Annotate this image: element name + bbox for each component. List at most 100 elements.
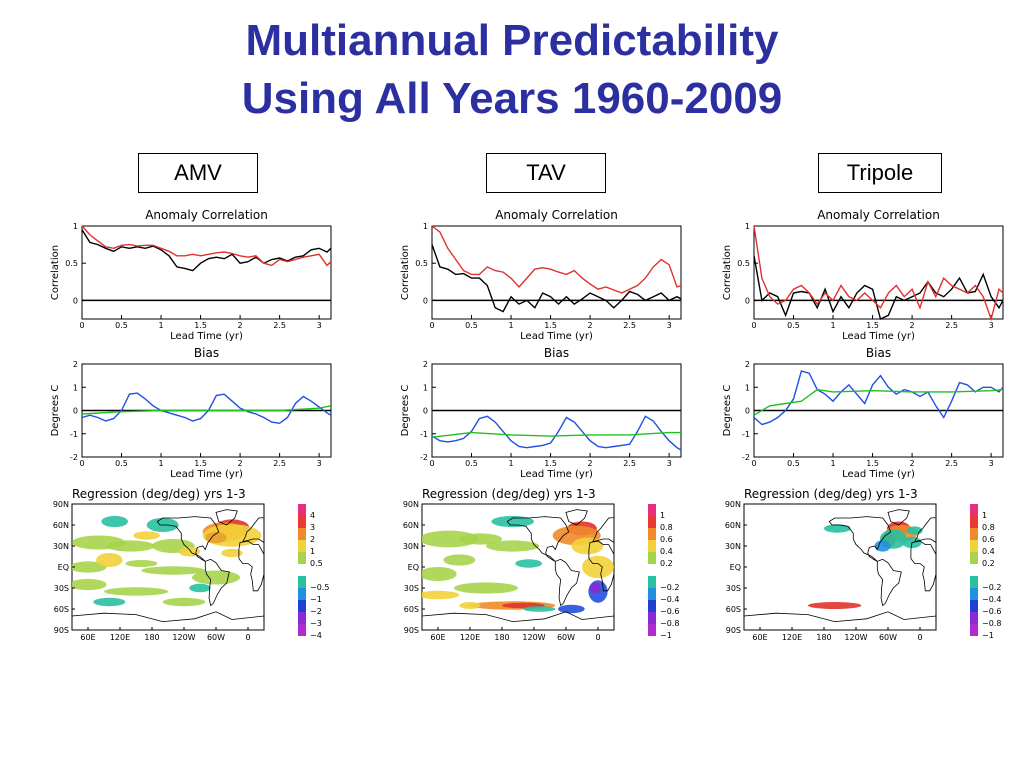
y-tick-label: 0	[423, 407, 428, 416]
lon-label: 120W	[522, 633, 545, 642]
anomaly-patch	[93, 597, 126, 607]
lon-label: 60W	[879, 633, 897, 642]
colorbar-swatch	[970, 540, 978, 552]
series-line-red	[431, 225, 682, 294]
colorbar-swatch	[298, 516, 306, 528]
map-field	[72, 509, 264, 630]
anomaly-patch	[192, 570, 240, 585]
colorbar-label: 0.5	[310, 559, 323, 568]
y-axis-label: Correlation	[722, 245, 733, 300]
lon-label: 120E	[110, 633, 130, 642]
tripole-bias-chart: Bias 0 0.5 1 1.5 2 2.5 3 2 1 0 -1 -2 Lead Time (yr) De…	[722, 346, 1004, 480]
map-title: Regression (deg/deg) yrs 1-3	[72, 487, 246, 501]
colorbar-swatch	[970, 588, 978, 600]
lat-label: EQ	[58, 563, 69, 572]
x-axis-label: Lead Time (yr)	[520, 469, 593, 480]
amv-bias-chart: Bias 0 0.5 1 1.5 2 2.5 3 2 1 0 -1 -2 Lead Time (yr) De…	[50, 346, 332, 480]
colorbar-swatch	[648, 588, 656, 600]
lon-label: 60W	[207, 633, 225, 642]
x-tick-label: 2.5	[273, 459, 286, 468]
coastline-samerica	[876, 558, 902, 607]
y-tick-label: 0	[745, 407, 750, 416]
colorbar-label: −0.4	[982, 595, 1001, 604]
x-tick-label: 1.5	[194, 459, 207, 468]
coastline-namerica	[156, 516, 220, 562]
y-tick-label: 1	[423, 383, 428, 392]
lon-label: 180	[494, 633, 509, 642]
x-axis-label: Lead Time (yr)	[170, 469, 243, 480]
colorbar-swatch	[648, 600, 656, 612]
y-tick-label: 2	[73, 360, 78, 369]
anomaly-patch	[486, 540, 540, 552]
chart-title: Bias	[544, 346, 569, 360]
lon-label: 60E	[430, 633, 445, 642]
anomaly-patch	[422, 530, 478, 548]
x-tick-label: 2	[910, 321, 915, 330]
lat-label: 30S	[726, 584, 741, 593]
y-tick-label: 1	[73, 222, 78, 231]
colorbar-swatch	[648, 576, 656, 588]
colorbar-label: 3	[310, 523, 315, 532]
lat-label: EQ	[408, 563, 419, 572]
amv-correlation-chart: Anomaly Correlation 0 0.5 1 1.5 2 2.5 3 1 0.5 0 Lea…	[50, 208, 332, 342]
coastline-namerica	[506, 516, 570, 562]
colorbar-swatch	[648, 540, 656, 552]
x-tick-label: 2.5	[623, 321, 636, 330]
coastline-antarctica	[72, 611, 264, 630]
lon-label: 120E	[460, 633, 480, 642]
colorbar-swatch	[298, 576, 306, 588]
x-tick-label: 3	[667, 321, 672, 330]
chart-title: Anomaly Correlation	[145, 208, 268, 222]
anomaly-patch	[808, 602, 862, 609]
x-tick-label: 0.5	[465, 459, 478, 468]
x-tick-label: 0.5	[465, 321, 478, 330]
anomaly-patch	[205, 532, 227, 544]
anomaly-patch	[422, 590, 460, 600]
anomaly-patch	[491, 515, 534, 528]
lat-label: 60N	[53, 521, 69, 530]
anomaly-patch	[590, 582, 601, 594]
anomaly-patch	[459, 533, 502, 545]
chart-title: Bias	[194, 346, 219, 360]
x-axis-label: Lead Time (yr)	[842, 469, 915, 480]
x-tick-label: 1	[159, 321, 164, 330]
colorbar-label: −1	[982, 631, 994, 640]
colorbar-swatch	[648, 516, 656, 528]
tav-correlation-chart: Anomaly Correlation 0 0.5 1 1.5 2 2.5 3 1 0.5 0 Lea…	[400, 208, 682, 342]
map-field	[422, 509, 614, 630]
colorbar-swatch	[970, 576, 978, 588]
x-tick-label: 3	[989, 321, 994, 330]
column-label-amv: AMV	[138, 153, 258, 193]
anomaly-patch	[824, 524, 851, 533]
colorbar-swatch	[648, 528, 656, 540]
y-axis-label: Correlation	[400, 245, 411, 300]
anomaly-patch	[133, 531, 160, 540]
coastline-africa	[910, 540, 936, 592]
y-tick-label: 2	[423, 360, 428, 369]
y-tick-label: -1	[420, 430, 428, 439]
y-tick-label: 0.5	[65, 259, 78, 268]
lon-label: 0	[917, 633, 922, 642]
lon-label: 180	[144, 633, 159, 642]
coastline-antarctica	[422, 611, 614, 630]
x-tick-label: 1	[509, 459, 514, 468]
lat-label: 90N	[725, 500, 741, 509]
x-tick-label: 2	[588, 321, 593, 330]
lat-label: 30N	[403, 542, 419, 551]
y-tick-label: 0.5	[737, 259, 750, 268]
x-tick-label: 2	[588, 459, 593, 468]
colorbar-label: −0.2	[982, 583, 1001, 592]
colorbar-label: −1	[310, 595, 322, 604]
colorbar-label: 1	[982, 511, 987, 520]
map-title: Regression (deg/deg) yrs 1-3	[744, 487, 918, 501]
column-label-tripole: Tripole	[818, 153, 942, 193]
lat-label: 60S	[54, 605, 69, 614]
slide-title-line1: Multiannual Predictability	[245, 16, 779, 65]
x-tick-label: 0	[429, 459, 434, 468]
anomaly-patch	[422, 567, 457, 581]
map-frame	[743, 503, 937, 631]
x-tick-label: 1	[831, 321, 836, 330]
y-tick-label: 1	[73, 383, 78, 392]
x-tick-label: 1.5	[866, 321, 879, 330]
x-tick-label: 0	[751, 321, 756, 330]
